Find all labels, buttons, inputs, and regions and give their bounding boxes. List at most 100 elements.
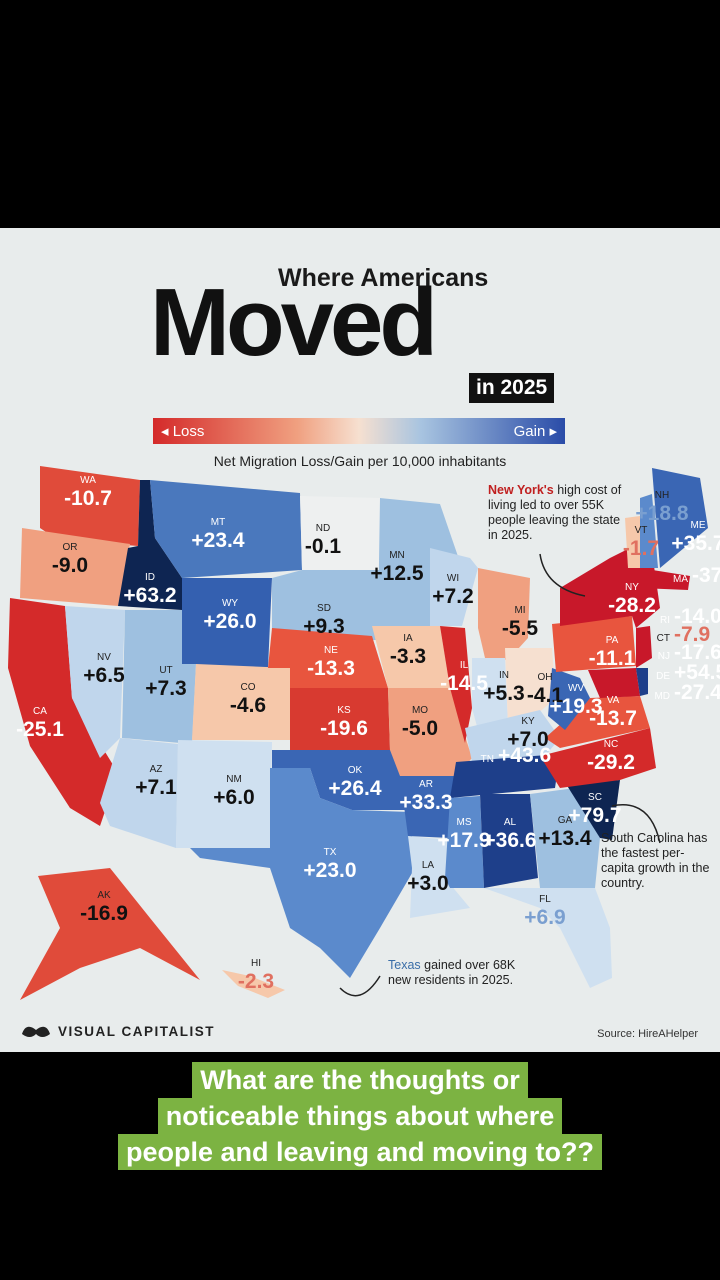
subtitle: Net Migration Loss/Gain per 10,000 inhab… [213,453,507,469]
state-code-nv: NV [97,652,111,663]
state-value-az: +7.1 [135,776,177,799]
state-shape-tx [190,768,415,978]
note-tx-colored: Texas [388,958,421,972]
state-shape-ak [20,868,200,1000]
state-code-ms: MS [457,817,472,828]
source-credit: Source: HireAHelper [597,1028,698,1040]
legend-bar: ◂ Loss Gain ▸ [153,418,565,444]
title-year: in 2025 [469,373,555,403]
state-value-ks: -19.6 [320,717,368,740]
state-code-wy: WY [222,598,238,609]
state-code-ar: AR [419,779,433,790]
state-shape-nj [636,626,652,668]
state-value-sd: +9.3 [303,615,344,638]
state-shape-ar [400,776,456,838]
brand-name: VISUAL CAPITALIST [58,1024,216,1039]
state-shape-sd [272,570,380,640]
state-code-in: IN [499,670,509,681]
state-code-ia: IA [403,633,413,644]
state-shape-de [636,668,648,696]
state-shape-az [100,738,178,848]
state-value-mn: +12.5 [370,562,423,585]
state-shape-ca [8,598,118,826]
legend-gain: Gain ▸ [513,423,557,440]
state-value-ne: -13.3 [307,657,355,680]
state-code-ny: NY [625,582,639,593]
arrow-ny-note [539,553,586,597]
state-code-nc: NC [604,739,618,750]
state-code-ca: CA [33,706,47,717]
state-shape-sc [566,780,620,840]
state-code-az: AZ [150,764,163,775]
state-code-mn: MN [389,550,405,561]
state-code-nh: NH [655,490,669,501]
state-value-co: -4.6 [230,694,266,717]
state-shape-id [118,480,182,610]
state-shape-mn [378,498,462,626]
state-code-ri: RI [660,615,670,626]
state-shape-va [545,696,650,748]
state-code-ok: OK [348,765,363,776]
state-shape-nd [300,496,380,570]
state-value-mi: -5.5 [502,617,539,640]
state-code-co: CO [241,682,256,693]
state-shape-mi [478,568,530,660]
state-code-nm: NM [226,774,242,785]
state-value-mt: +23.4 [191,529,244,552]
state-value-wv: +19.3 [549,695,602,718]
state-shape-la [408,836,470,918]
state-shape-mt [150,480,302,578]
state-shape-hi [222,970,285,998]
state-shape-wi [430,548,478,626]
note-ny-bold: New York's [488,483,554,497]
state-value-wi: +7.2 [432,585,473,608]
state-value-wa: -10.7 [64,487,112,510]
state-value-ak: -16.9 [80,902,128,925]
state-shape-me [652,468,708,568]
note-ny-rest: high cost of living led to over 55K peop… [488,483,622,542]
state-value-la: +3.0 [407,872,448,895]
state-code-id: ID [145,572,155,583]
state-shape-nh [640,494,658,568]
state-value-tn: +43.6 [498,744,551,767]
state-shape-al [480,794,538,888]
state-shape-ga [530,788,600,888]
state-code-ut: UT [159,665,172,676]
visual-capitalist-logo-icon [22,1026,50,1037]
state-code-ak: AK [97,890,111,901]
state-code-wi: WI [447,573,459,584]
state-value-nd: -0.1 [305,535,342,558]
state-value-sc: +79.7 [568,804,621,827]
caption: What are the thoughts or noticeable thin… [0,1062,720,1170]
state-value-or: -9.0 [52,554,88,577]
state-shape-nv [65,606,125,758]
state-code-me: ME [691,520,706,531]
state-value-me: +35.7 [671,532,720,555]
state-value-al: +36.6 [483,829,536,852]
state-value-il: -14.5 [440,672,488,695]
state-value-ky: +7.0 [507,728,548,751]
state-value-mo: -5.0 [402,717,438,740]
state-code-wa: WA [80,475,96,486]
state-shape-ma [640,568,690,590]
state-value-nh: +18.8 [635,502,688,525]
state-value-nc: -29.2 [587,751,635,774]
legend-loss: ◂ Loss [161,423,205,440]
state-value-va: -13.7 [589,707,637,730]
arrow-tx-note [339,975,381,997]
state-code-al: AL [504,817,517,828]
state-code-il: IL [460,660,469,671]
state-value-ct: -7.9 [674,623,710,646]
us-map: WA-10.7OR-9.0CA-25.1ID+63.2MT+23.4WY+26.… [8,466,720,1000]
state-shape-nc [540,728,656,788]
state-value-ar: +33.3 [399,791,452,814]
state-code-tx: TX [324,847,337,858]
state-code-ga: GA [558,815,573,826]
state-code-pa: PA [606,635,619,646]
state-value-hi: -2.3 [238,970,274,993]
state-value-vt: -1.7 [623,537,659,560]
state-shape-tn [450,754,560,798]
state-shape-il [440,626,472,743]
caption-line-2: noticeable things about where [157,1098,563,1134]
state-shape-wy [182,578,272,668]
